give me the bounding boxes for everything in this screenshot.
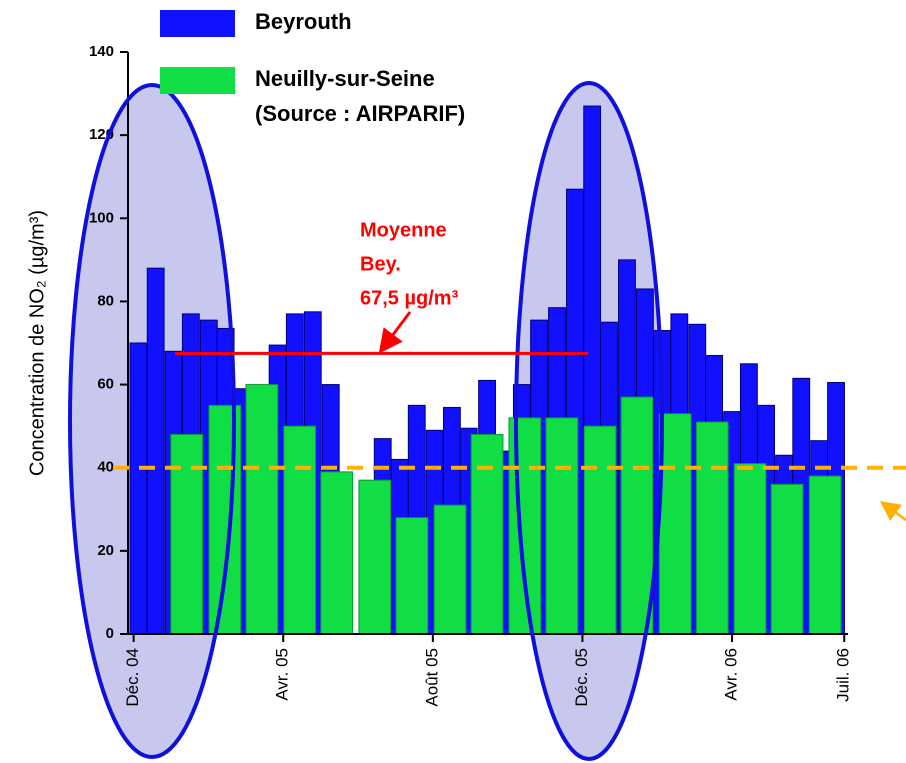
bar	[733, 463, 767, 635]
bar	[508, 417, 542, 635]
bar	[545, 417, 579, 635]
bar	[620, 396, 654, 635]
bar	[283, 425, 317, 635]
bar	[433, 504, 467, 635]
highlight-outline	[68, 83, 236, 759]
bar	[470, 433, 504, 635]
x-tick-label: Déc. 05	[572, 648, 591, 707]
y-tick-label: 0	[106, 625, 114, 642]
mean-label: 67,5 µg/m³	[360, 287, 459, 309]
y-tick-label: 80	[97, 292, 114, 309]
mean-arrow	[378, 311, 412, 354]
x-tick-label: Août 05	[422, 648, 441, 707]
x-tick-label: Juil. 06	[834, 648, 853, 702]
bar	[208, 404, 242, 635]
bar	[658, 413, 692, 635]
x-tick-label: Avr. 05	[273, 648, 292, 701]
y-tick-label: 140	[89, 43, 114, 60]
y-axis-label: Concentration de NO₂ (µg/m³)	[26, 210, 48, 476]
x-tick-label: Avr. 06	[722, 648, 741, 701]
legend-label: Beyrouth	[255, 9, 352, 34]
bar	[395, 517, 429, 635]
bar	[245, 384, 279, 635]
mean-label: Bey.	[360, 253, 401, 275]
highlight-outline	[514, 81, 664, 761]
legend-label: Neuilly-sur-Seine	[255, 66, 435, 91]
bar	[320, 471, 354, 635]
bar	[170, 433, 204, 635]
bar	[695, 421, 729, 635]
legend-source: (Source : AIRPARIF)	[255, 101, 465, 126]
bar	[129, 342, 148, 635]
legend-swatch	[160, 10, 235, 37]
mean-label: Moyenne	[360, 219, 447, 241]
threshold-arrow	[879, 501, 906, 522]
y-tick-label: 40	[97, 459, 114, 476]
y-tick-label: 20	[97, 542, 114, 559]
bars	[129, 105, 845, 635]
x-tick-label: Déc. 04	[123, 648, 142, 707]
bar	[770, 483, 804, 635]
y-tick-label: 60	[97, 376, 114, 393]
y-tick-label: 100	[89, 209, 114, 226]
bar	[583, 425, 617, 635]
bar	[146, 267, 165, 635]
legend-swatch	[160, 67, 235, 94]
bar	[808, 475, 842, 635]
bar	[358, 479, 392, 635]
